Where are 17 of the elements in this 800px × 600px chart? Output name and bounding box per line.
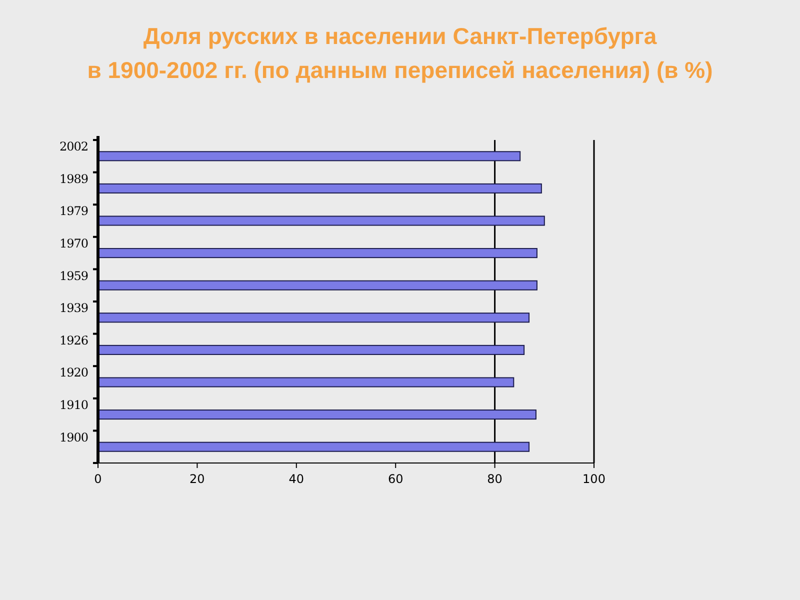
y-tick-label: 1979 [59,204,88,218]
y-tick-label: 1959 [59,268,88,283]
y-tick-label: 1920 [59,366,88,380]
y-tick-label: 2002 [59,140,88,154]
y-tick-label: 1989 [59,172,88,186]
x-tick-label: 0 [94,472,102,486]
y-tick-label: 1970 [59,236,88,251]
y-tick-label: 1939 [59,301,88,316]
x-tick-label: 80 [487,472,502,486]
chart-title: Доля русских в населении Санкт-Петербурга в 1900-2002 гг. (по данным переписей населения) (в %) [87,23,713,83]
y-tick-label: 1900 [59,430,88,444]
x-tick-label: 60 [388,472,404,486]
y-tick-label: 1910 [59,398,88,412]
x-tick-label: 40 [288,472,304,486]
x-tick-label: 20 [190,472,205,486]
x-tick-label: 100 [582,472,606,486]
y-tick-label: 1926 [59,333,88,348]
